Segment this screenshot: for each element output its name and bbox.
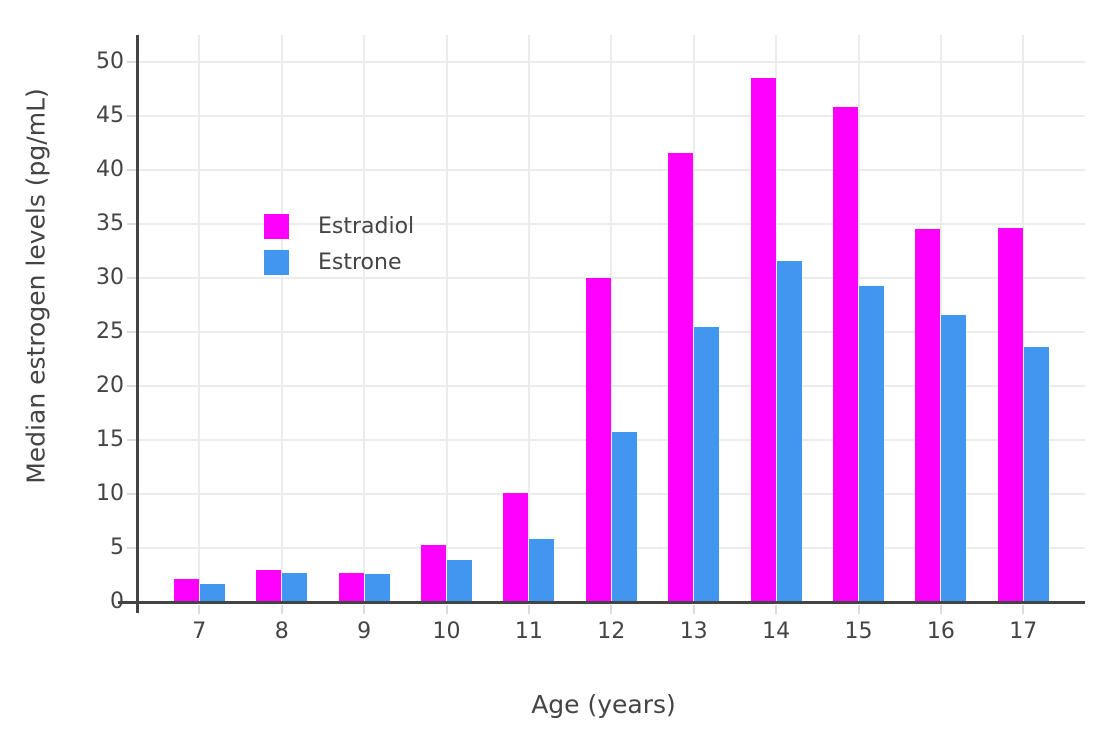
y-tick-mark (127, 439, 136, 441)
x-axis-line (118, 601, 1085, 604)
y-tick-label: 30 (96, 265, 124, 290)
y-tick-mark (127, 331, 136, 333)
y-tick-mark (127, 493, 136, 495)
bar-estrone-age-14 (776, 260, 802, 602)
bar-estradiol-age-14 (750, 78, 776, 602)
legend: Estradiol Estrone (264, 214, 414, 286)
bar-estradiol-age-16 (915, 229, 941, 602)
x-tick-label: 9 (357, 619, 372, 644)
vertical-gridline (775, 35, 778, 602)
y-axis-title: Median estrogen levels (pg/mL) (21, 88, 51, 484)
x-tick-label: 7 (192, 619, 207, 644)
y-tick-mark (127, 169, 136, 171)
bar-estrone-age-15 (859, 285, 884, 602)
x-tick-label: 15 (844, 619, 873, 644)
bar-estrone-age-9 (364, 573, 390, 602)
y-tick-label: 5 (110, 535, 124, 560)
vertical-gridline (1022, 35, 1025, 602)
horizontal-gridline (138, 547, 1085, 549)
y-tick-mark (127, 547, 136, 549)
bar-estrone-age-13 (694, 326, 720, 602)
x-tick-label: 17 (1009, 619, 1038, 644)
bar-estradiol-age-11 (503, 492, 529, 602)
bar-estradiol-age-10 (421, 544, 446, 602)
x-tick-label: 12 (597, 619, 626, 644)
bar-estradiol-age-9 (338, 572, 364, 602)
x-tick-label: 13 (679, 619, 708, 644)
y-tick-mark (127, 115, 136, 117)
horizontal-gridline (138, 493, 1085, 495)
horizontal-gridline (138, 331, 1085, 333)
bar-estradiol-age-8 (256, 569, 282, 602)
horizontal-gridline (138, 115, 1085, 117)
bar-estradiol-age-13 (668, 152, 694, 602)
horizontal-gridline (138, 169, 1085, 171)
bar-estradiol-age-15 (833, 107, 858, 602)
y-tick-label: 10 (96, 481, 124, 506)
bar-estradiol-age-17 (997, 228, 1023, 602)
x-tick-mark (198, 605, 201, 614)
x-tick-label: 10 (432, 619, 461, 644)
bar-estradiol-age-12 (585, 278, 611, 602)
y-tick-label: 40 (96, 157, 124, 182)
bar-estrone-age-12 (611, 432, 637, 602)
bar-estrone-age-8 (282, 572, 308, 602)
y-tick-label: 25 (96, 319, 124, 344)
y-tick-label: 50 (96, 49, 124, 74)
y-tick-mark (127, 61, 136, 63)
plot-area: 0 5 10 15 20 25 30 35 40 45 50 7 8 9 10 11 12 13 14 15 16 17 (96, 35, 1085, 644)
x-tick-mark (775, 605, 778, 614)
horizontal-gridline (138, 385, 1085, 387)
bar-estrone-age-11 (529, 539, 555, 602)
vertical-gridline (857, 35, 860, 602)
x-tick-mark (280, 605, 283, 614)
vertical-gridline (280, 35, 283, 602)
x-tick-mark (610, 605, 613, 614)
horizontal-gridline (138, 61, 1085, 63)
vertical-gridline (445, 35, 448, 602)
horizontal-gridline (138, 223, 1085, 225)
y-tick-label: 35 (96, 211, 124, 236)
y-tick-mark (127, 385, 136, 387)
x-tick-mark (527, 605, 530, 614)
x-tick-label: 11 (514, 619, 543, 644)
bar-estrone-age-10 (447, 559, 472, 602)
x-tick-mark (857, 605, 860, 614)
y-tick-mark (127, 223, 136, 225)
bar-estrone-age-7 (199, 583, 225, 602)
x-tick-mark (692, 605, 695, 614)
x-tick-mark (939, 605, 942, 614)
legend-item-estradiol[interactable]: Estradiol (264, 214, 414, 239)
vertical-gridline (198, 35, 201, 602)
y-tick-label: 45 (96, 103, 124, 128)
vertical-gridline (527, 35, 530, 602)
x-tick-mark (445, 605, 448, 614)
y-tick-mark (127, 277, 136, 279)
bar-estrone-age-17 (1023, 347, 1049, 602)
y-axis-line (136, 35, 139, 613)
horizontal-gridline (138, 439, 1085, 441)
y-tick-label: 20 (96, 373, 124, 398)
x-tick-mark (363, 605, 366, 614)
bar-estradiol-age-7 (173, 579, 199, 602)
legend-swatch-estrone (264, 250, 289, 275)
x-tick-mark (1022, 605, 1025, 614)
bar-estrone-age-16 (941, 314, 967, 602)
vertical-gridline (610, 35, 613, 602)
x-tick-label: 14 (762, 619, 791, 644)
x-tick-label: 8 (274, 619, 289, 644)
x-tick-label: 16 (926, 619, 955, 644)
legend-swatch-estradiol (264, 214, 289, 239)
vertical-gridline (939, 35, 942, 602)
horizontal-gridline (138, 277, 1085, 279)
y-tick-label: 0 (110, 589, 124, 614)
legend-item-estrone[interactable]: Estrone (264, 250, 414, 275)
vertical-gridline (363, 35, 366, 602)
x-axis-title: Age (years) (531, 690, 676, 719)
legend-label: Estradiol (318, 214, 415, 239)
legend-label: Estrone (318, 250, 402, 275)
vertical-gridline (692, 35, 695, 602)
y-tick-label: 15 (96, 427, 124, 452)
